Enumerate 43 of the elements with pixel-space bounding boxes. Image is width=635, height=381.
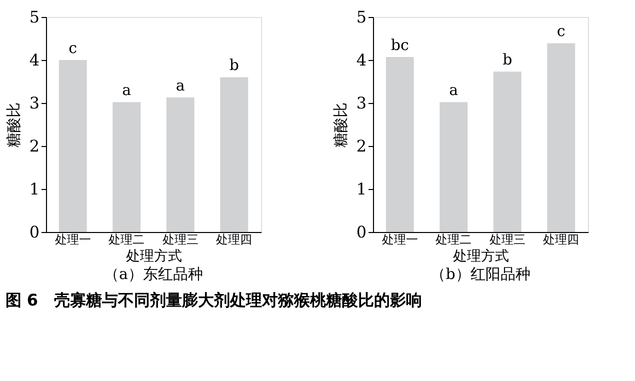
annotation: a [449,81,458,100]
y-tick-label: 2 [356,136,366,156]
bar [166,97,194,232]
bar [493,72,522,232]
caption: 图 6 壳寡糖与不同剂量膨大剂处理对猕猴桃糖酸比的影响 [5,290,422,310]
bar [386,56,414,232]
x-tick-label: 处理四 [216,232,252,246]
y-tick-label: 5 [356,8,366,26]
annotation: b [502,50,512,69]
bar [220,77,248,232]
x-tick-label: 处理三 [162,232,198,246]
x-tick-label: 处理二 [108,232,145,246]
x-tick-label: 处理二 [436,232,472,246]
y-tick-label: 0 [29,222,40,242]
y-tick-label: 4 [356,50,366,70]
y-axis-title: 糖酸比 [331,102,350,148]
annotation: a [122,81,132,100]
y-tick-label: 2 [29,136,40,156]
bar [547,43,576,232]
x-axis-title: 处理方式 [126,248,182,264]
y-tick-label: 4 [29,50,40,70]
text: （a）东红品种 [104,265,203,283]
bar [440,102,468,232]
annotation: c [68,39,78,57]
bar [112,102,141,232]
y-tick-label: 1 [29,180,40,198]
y-tick-label: 0 [356,222,366,242]
x-tick-label: 处理一 [382,232,418,246]
bar [58,60,87,232]
annotation: bc [390,36,409,54]
annotation: c [556,22,566,40]
x-axis-title: 处理方式 [453,248,509,264]
annotation: a [176,76,185,94]
y-tick-label: 1 [356,180,366,198]
y-tick-label: 3 [29,94,40,112]
y-tick-label: 5 [29,8,40,26]
x-tick-label: 处理三 [489,232,526,246]
text: （b）红阳品种 [430,265,530,283]
y-axis-title: 糖酸比 [4,102,22,148]
annotation: b [229,56,239,74]
x-tick-label: 处理一 [54,232,91,246]
y-tick-label: 3 [356,94,366,112]
x-tick-label: 处理四 [543,232,580,246]
